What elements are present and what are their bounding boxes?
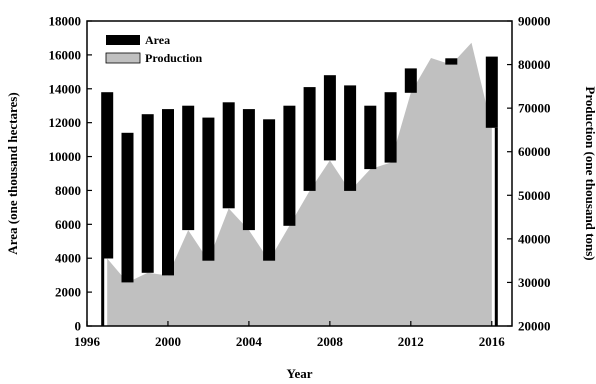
legend-label-area: Area <box>145 33 170 47</box>
left-tick-label: 4000 <box>55 251 81 266</box>
left-tick-label: 12000 <box>49 115 82 130</box>
x-tick-label: 2008 <box>317 334 344 349</box>
x-tick-label: 2016 <box>479 334 506 349</box>
area-bar <box>364 105 377 170</box>
area-bar <box>222 102 235 209</box>
right-tick-label: 50000 <box>518 188 551 203</box>
area-bar <box>202 117 215 261</box>
x-tick-label: 2012 <box>398 334 424 349</box>
area-bar <box>162 109 174 276</box>
area-bar <box>121 132 134 283</box>
area-bar <box>323 75 336 161</box>
left-tick-label: 14000 <box>49 81 82 96</box>
x-tick-label: 1996 <box>74 334 101 349</box>
left-tick-label: 16000 <box>49 47 82 62</box>
left-tick-label: 10000 <box>49 149 82 164</box>
right-tick-label: 70000 <box>518 101 551 116</box>
legend-swatch-production <box>105 52 141 64</box>
area-bar <box>182 105 195 231</box>
x-axis-title: Year <box>287 366 313 381</box>
area-bar <box>141 114 154 273</box>
x-tick-label: 2004 <box>236 334 263 349</box>
area-bar <box>485 56 498 128</box>
left-tick-label: 8000 <box>55 183 81 198</box>
area-bar <box>384 92 397 163</box>
area-bar <box>344 85 357 191</box>
right-tick-label: 30000 <box>518 275 551 290</box>
right-tick-label: 60000 <box>518 144 551 159</box>
area-bar <box>303 87 316 191</box>
area-bar <box>404 68 417 93</box>
plot-frame <box>86 20 513 327</box>
area-bar <box>445 58 458 65</box>
area-bar <box>242 109 255 231</box>
left-tick-label: 18000 <box>49 14 82 29</box>
area-bar <box>263 119 276 261</box>
legend-label-production: Production <box>145 51 202 65</box>
right-tick-label: 40000 <box>518 231 551 246</box>
left-tick-label: 2000 <box>55 285 81 300</box>
right-tick-label: 20000 <box>518 319 551 334</box>
area-bar-edge <box>494 127 498 327</box>
area-bars-layer <box>101 56 498 327</box>
left-tick-label: 0 <box>75 319 82 334</box>
right-tick-label: 90000 <box>518 14 551 29</box>
right-axis-title: Production (one thousand tons) <box>583 86 596 260</box>
right-tick-label: 80000 <box>518 57 551 72</box>
x-tick-label: 2000 <box>155 334 181 349</box>
area-bar <box>283 105 296 226</box>
legend: Area Production <box>105 33 202 65</box>
area-bar-edge <box>101 258 105 326</box>
area-bar <box>101 92 114 259</box>
left-tick-label: 6000 <box>55 217 81 232</box>
left-axis-title: Area (one thousand hectares) <box>5 92 20 254</box>
legend-swatch-area <box>106 35 140 45</box>
axis-ticks: 0 2000 4000 6000 8000 10000 12000 14000 16000 180… <box>49 14 551 350</box>
